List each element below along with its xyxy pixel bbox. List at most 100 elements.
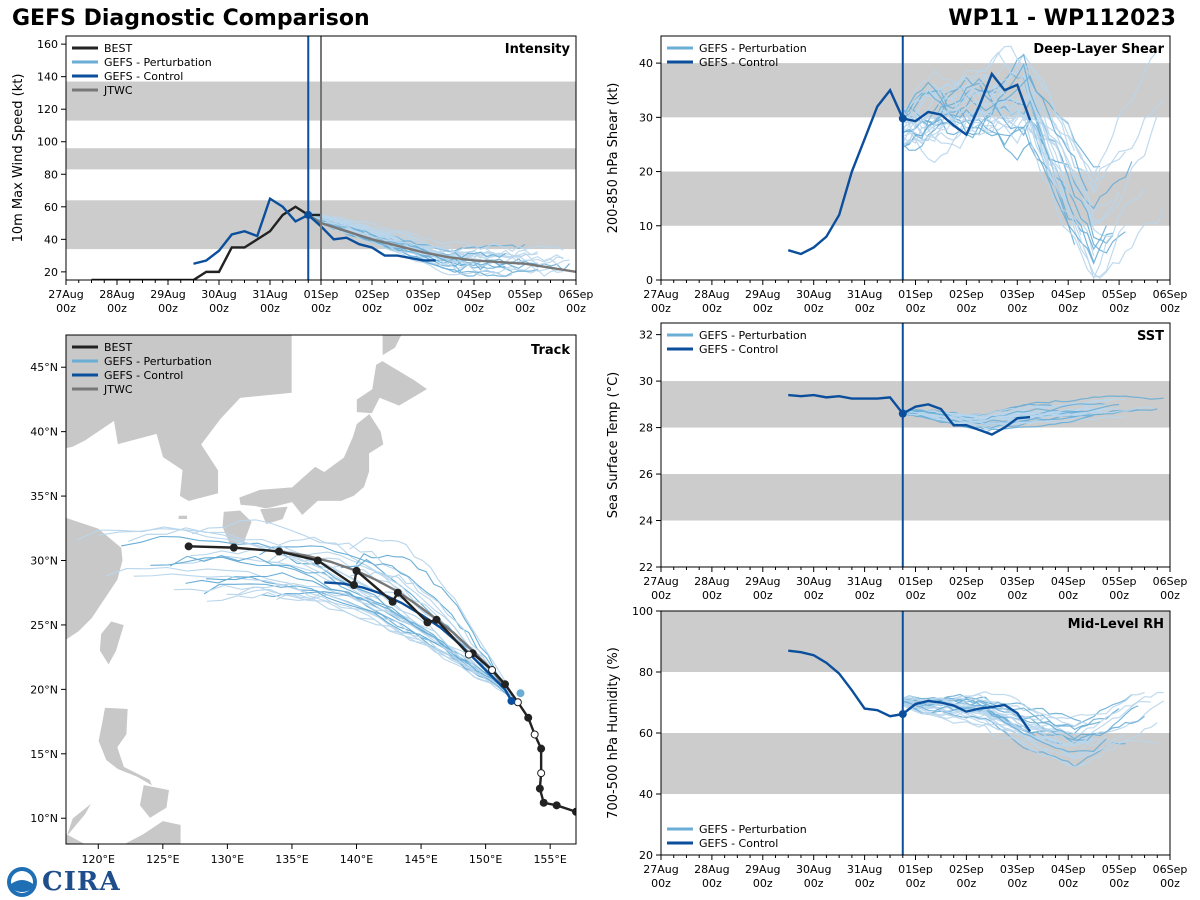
x-tick-label: 27Aug [643,288,678,301]
x-tick-hour: 00z [702,302,722,315]
y-axis-label: 700-500 hPa Humidity (%) [606,647,621,819]
best-track-point [537,744,546,753]
lon-tick-label: 145°E [404,853,437,866]
x-tick-label: 27Aug [48,288,83,301]
x-tick-label: 03Sep [1000,575,1035,588]
legend-label: GEFS - Perturbation [104,355,212,368]
x-tick-label: 31Aug [847,288,882,301]
y-tick-label: 26 [639,468,653,481]
init-marker [898,409,907,418]
y-tick-label: 28 [639,422,653,435]
legend-label: GEFS - Perturbation [104,56,212,69]
init-marker [898,710,907,719]
best-track-point [229,543,238,552]
x-tick-label: 29Aug [745,288,780,301]
perturbation-line [902,697,1107,748]
best-track-point [184,542,193,551]
best-track-point [432,615,441,624]
best-track-point [500,680,509,689]
threshold-band [661,611,1170,672]
best-track [188,545,576,813]
x-tick-hour: 00z [702,589,722,602]
perturbation-line [902,68,1056,146]
x-tick-hour: 00z [906,302,926,315]
legend-label: JTWC [103,383,133,396]
x-tick-label: 02Sep [949,575,984,588]
perturbation-line [902,411,1088,420]
perturbation-line [902,111,1082,236]
legend-label: GEFS - Control [699,56,778,69]
perturbation-line [902,74,1088,192]
shear-plot-area [661,36,1170,280]
best-track-point [552,801,561,810]
x-tick-label: 03Sep [1000,863,1035,876]
x-tick-label: 30Aug [796,575,831,588]
best-track-point [572,807,576,816]
y-tick-label: 24 [639,515,653,528]
x-tick-hour: 00z [362,302,382,315]
x-tick-hour: 00z [107,302,127,315]
lat-tick-label: 35°N [30,490,58,503]
best-track-point [537,769,546,778]
x-tick-hour: 00z [957,589,977,602]
perturbation-track [276,590,512,699]
perturbation-track [226,588,512,699]
perturbation-track [76,526,512,696]
y-tick-label: 40 [639,57,653,70]
best-track-point [423,618,432,627]
jtwc-line [307,213,576,274]
lon-tick-label: 150°E [469,853,502,866]
x-tick-hour: 00z [1058,589,1078,602]
perturbation-track [206,572,512,700]
perturbation-track [106,566,512,699]
y-axis-label: Sea Surface Temp (°C) [606,372,621,519]
perturbation-start-marker [516,689,525,698]
x-tick-label: 27Aug [643,575,678,588]
x-tick-hour: 00z [1160,302,1180,315]
x-tick-hour: 00z [1007,877,1027,890]
x-tick-hour: 00z [1160,877,1180,890]
x-tick-label: 02Sep [949,863,984,876]
y-tick-label: 40 [639,788,653,801]
lon-tick-label: 130°E [211,853,244,866]
perturbation-line [902,701,1088,746]
lon-tick-label: 120°E [82,853,115,866]
sst-plot-area [661,323,1170,567]
x-tick-hour: 00z [515,302,535,315]
x-tick-hour: 00z [651,302,671,315]
x-tick-hour: 00z [855,877,875,890]
x-tick-label: 02Sep [355,288,390,301]
y-tick-label: 30 [639,375,653,388]
x-tick-hour: 00z [260,302,280,315]
panel-title: Mid-Level RH [1068,617,1164,632]
x-tick-label: 01Sep [898,863,933,876]
x-tick-hour: 00z [1007,302,1027,315]
control-line [787,71,1032,256]
x-tick-label: 06Sep [1153,288,1188,301]
x-tick-label: 29Aug [150,288,185,301]
best-track-point [488,666,497,675]
x-tick-label: 28Aug [694,575,729,588]
luzon [97,707,154,787]
best-track-point [349,580,358,589]
lat-tick-label: 30°N [30,555,58,568]
y-tick-label: 140 [37,71,58,84]
palawan [66,802,93,838]
x-tick-label: 31Aug [847,863,882,876]
rh-panel: 2040608010027Aug00z28Aug00z29Aug00z30Aug… [606,605,1187,890]
y-tick-label: 100 [632,605,653,618]
y-tick-label: 22 [639,561,653,574]
x-tick-hour: 00z [804,877,824,890]
legend-label: JTWC [103,84,133,97]
lon-tick-label: 140°E [340,853,373,866]
lat-tick-label: 15°N [30,748,58,761]
x-tick-hour: 00z [855,302,875,315]
x-tick-label: 06Sep [559,288,594,301]
perturbation-track [349,537,512,694]
best-track-point [535,784,544,793]
perturbation-track [350,571,512,694]
x-tick-hour: 00z [957,877,977,890]
cira-logo-text: CIRA [42,867,121,897]
rh-plot-area [661,611,1170,855]
x-tick-label: 04Sep [457,288,492,301]
